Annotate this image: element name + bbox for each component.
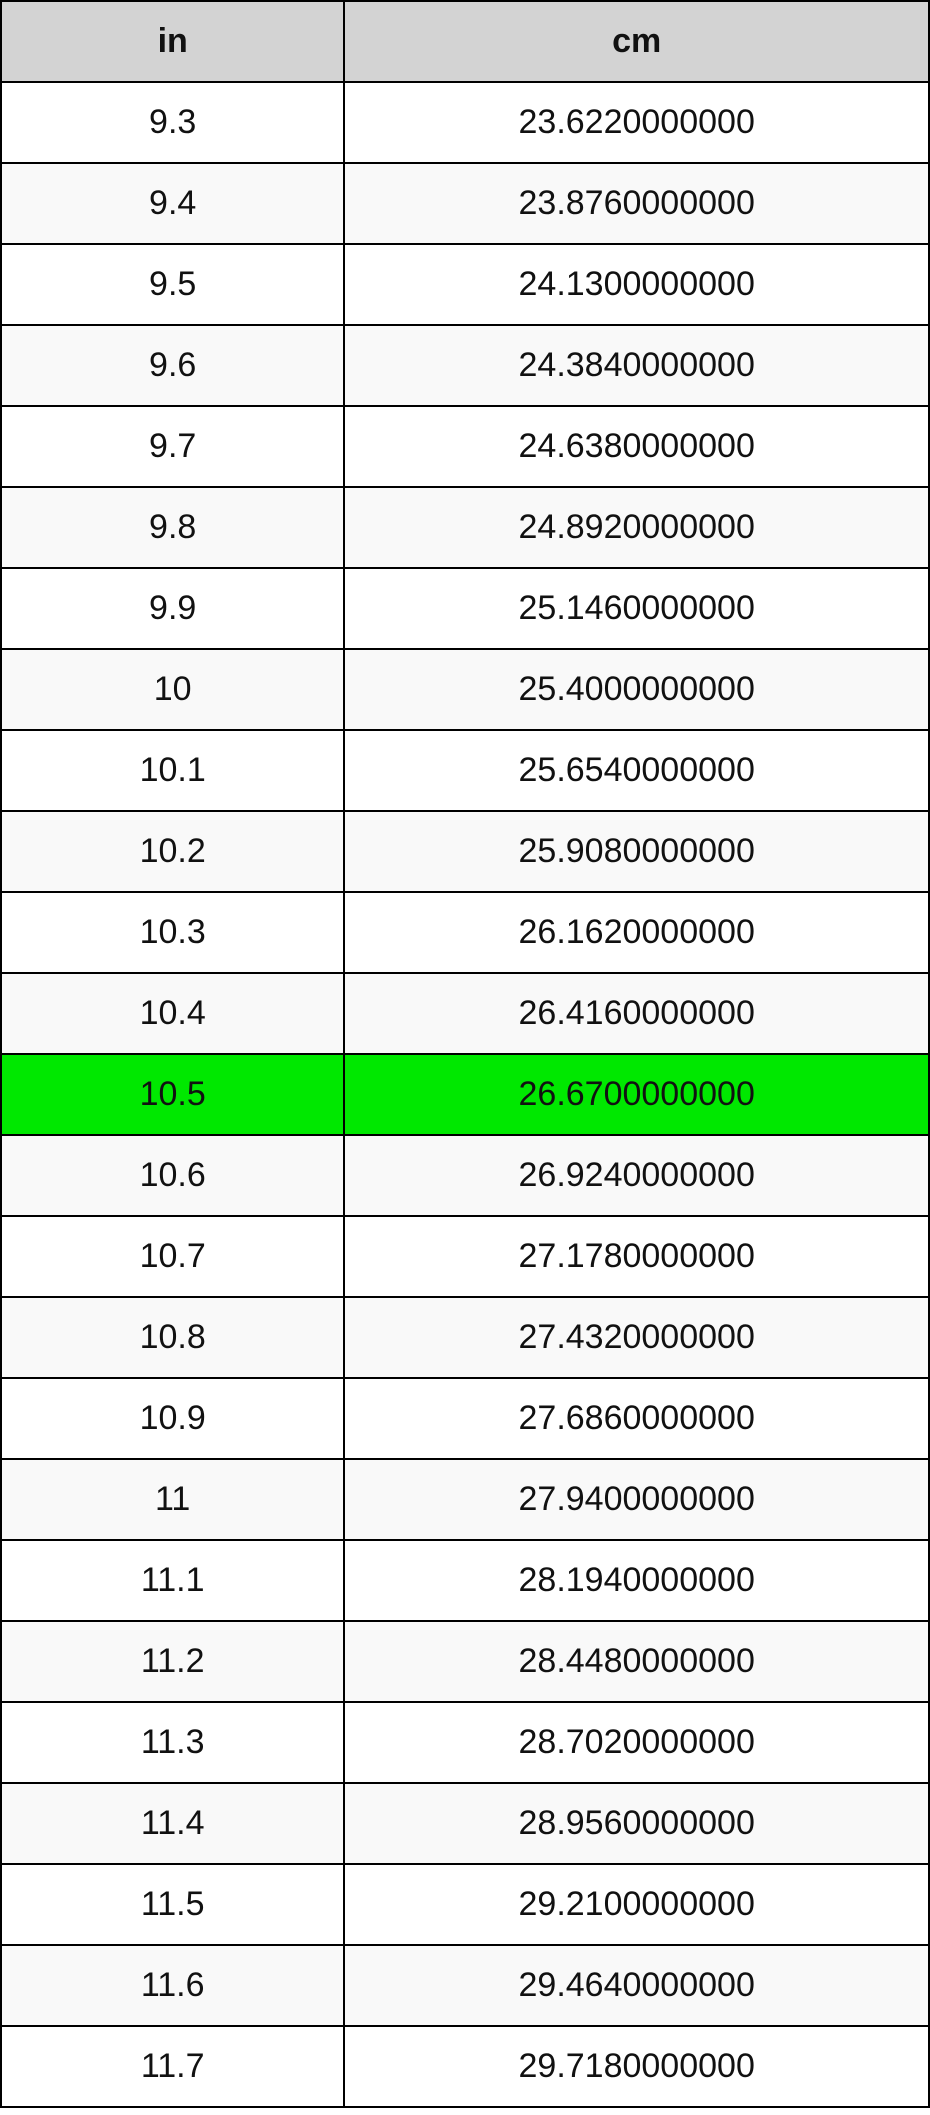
cell-cm: 27.9400000000 (344, 1459, 929, 1540)
cell-cm: 27.6860000000 (344, 1378, 929, 1459)
cell-in: 10.6 (1, 1135, 344, 1216)
cell-cm: 27.1780000000 (344, 1216, 929, 1297)
cell-in: 9.9 (1, 568, 344, 649)
cell-in: 10 (1, 649, 344, 730)
cell-in: 9.7 (1, 406, 344, 487)
conversion-table: in cm 9.323.62200000009.423.87600000009.… (0, 0, 930, 2108)
table-row: 9.524.1300000000 (1, 244, 929, 325)
cell-cm: 26.9240000000 (344, 1135, 929, 1216)
cell-in: 10.2 (1, 811, 344, 892)
cell-in: 10.7 (1, 1216, 344, 1297)
cell-in: 11.3 (1, 1702, 344, 1783)
table-body: 9.323.62200000009.423.87600000009.524.13… (1, 82, 929, 2107)
cell-cm: 23.8760000000 (344, 163, 929, 244)
cell-cm: 24.6380000000 (344, 406, 929, 487)
cell-in: 11.4 (1, 1783, 344, 1864)
table-row: 11.629.4640000000 (1, 1945, 929, 2026)
table-row: 10.326.1620000000 (1, 892, 929, 973)
table-row: 10.927.6860000000 (1, 1378, 929, 1459)
table-row: 10.526.6700000000 (1, 1054, 929, 1135)
cell-in: 9.8 (1, 487, 344, 568)
cell-cm: 23.6220000000 (344, 82, 929, 163)
table-row: 11.228.4480000000 (1, 1621, 929, 1702)
cell-in: 9.5 (1, 244, 344, 325)
table-row: 11.729.7180000000 (1, 2026, 929, 2107)
cell-cm: 29.2100000000 (344, 1864, 929, 1945)
table-row: 1025.4000000000 (1, 649, 929, 730)
cell-cm: 26.6700000000 (344, 1054, 929, 1135)
cell-in: 10.5 (1, 1054, 344, 1135)
cell-in: 10.9 (1, 1378, 344, 1459)
table-header-row: in cm (1, 1, 929, 82)
cell-cm: 28.7020000000 (344, 1702, 929, 1783)
cell-in: 11.6 (1, 1945, 344, 2026)
cell-in: 10.8 (1, 1297, 344, 1378)
cell-in: 9.6 (1, 325, 344, 406)
table-row: 9.824.8920000000 (1, 487, 929, 568)
cell-cm: 26.4160000000 (344, 973, 929, 1054)
cell-cm: 24.3840000000 (344, 325, 929, 406)
table-row: 9.624.3840000000 (1, 325, 929, 406)
table-row: 10.626.9240000000 (1, 1135, 929, 1216)
cell-cm: 28.4480000000 (344, 1621, 929, 1702)
cell-cm: 28.1940000000 (344, 1540, 929, 1621)
cell-cm: 27.4320000000 (344, 1297, 929, 1378)
table-row: 10.426.4160000000 (1, 973, 929, 1054)
cell-in: 9.4 (1, 163, 344, 244)
cell-in: 11.1 (1, 1540, 344, 1621)
table-row: 10.225.9080000000 (1, 811, 929, 892)
cell-cm: 29.4640000000 (344, 1945, 929, 2026)
cell-cm: 24.8920000000 (344, 487, 929, 568)
cell-in: 10.3 (1, 892, 344, 973)
cell-in: 11.2 (1, 1621, 344, 1702)
cell-in: 11.5 (1, 1864, 344, 1945)
cell-in: 9.3 (1, 82, 344, 163)
cell-in: 11.7 (1, 2026, 344, 2107)
table-row: 1127.9400000000 (1, 1459, 929, 1540)
table-row: 10.827.4320000000 (1, 1297, 929, 1378)
table-row: 9.724.6380000000 (1, 406, 929, 487)
cell-cm: 29.7180000000 (344, 2026, 929, 2107)
cell-cm: 26.1620000000 (344, 892, 929, 973)
cell-cm: 25.1460000000 (344, 568, 929, 649)
table-row: 10.727.1780000000 (1, 1216, 929, 1297)
cell-in: 10.1 (1, 730, 344, 811)
column-header-in: in (1, 1, 344, 82)
cell-cm: 25.6540000000 (344, 730, 929, 811)
table-row: 9.925.1460000000 (1, 568, 929, 649)
cell-cm: 28.9560000000 (344, 1783, 929, 1864)
column-header-cm: cm (344, 1, 929, 82)
cell-in: 10.4 (1, 973, 344, 1054)
table-row: 11.328.7020000000 (1, 1702, 929, 1783)
table-row: 11.428.9560000000 (1, 1783, 929, 1864)
cell-cm: 25.4000000000 (344, 649, 929, 730)
table-row: 9.423.8760000000 (1, 163, 929, 244)
cell-in: 11 (1, 1459, 344, 1540)
table-row: 11.529.2100000000 (1, 1864, 929, 1945)
cell-cm: 24.1300000000 (344, 244, 929, 325)
cell-cm: 25.9080000000 (344, 811, 929, 892)
table-row: 9.323.6220000000 (1, 82, 929, 163)
table-row: 10.125.6540000000 (1, 730, 929, 811)
table-row: 11.128.1940000000 (1, 1540, 929, 1621)
